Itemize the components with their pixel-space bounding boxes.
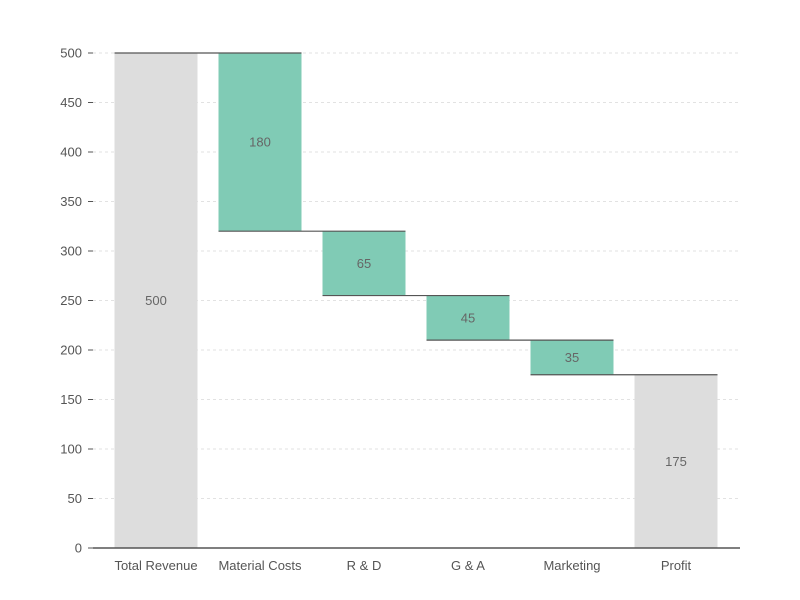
y-tick-label: 0 — [75, 541, 82, 556]
bar-g-a — [426, 295, 510, 341]
x-category-label: Material Costs — [218, 558, 302, 573]
y-tick-label: 350 — [60, 194, 82, 209]
bar-material-costs — [218, 53, 302, 232]
x-category-label: Marketing — [543, 558, 600, 573]
connectors — [114, 52, 718, 376]
bar-value-label: 500 — [145, 293, 167, 308]
labels: 0 50 100 150 200 250 300 350 400 450 500 500 Total R… — [60, 46, 691, 574]
y-tick-label: 100 — [60, 442, 82, 457]
y-tick-label: 400 — [60, 145, 82, 160]
y-tick-label: 50 — [68, 491, 82, 506]
axes — [88, 52, 740, 549]
y-tick-label: 150 — [60, 392, 82, 407]
bar-marketing — [530, 340, 614, 375]
bars — [114, 53, 718, 548]
bar-value-label: 35 — [565, 350, 579, 365]
bar-value-label: 175 — [665, 454, 687, 469]
bar-profit — [634, 374, 718, 548]
x-category-label: G & A — [451, 558, 485, 573]
y-tick-label: 300 — [60, 244, 82, 259]
x-category-label: Total Revenue — [114, 558, 197, 573]
bar-value-label: 65 — [357, 256, 371, 271]
bar-value-label: 180 — [249, 135, 271, 150]
bar-total-revenue — [114, 53, 198, 548]
bar-value-label: 45 — [461, 310, 475, 325]
y-tick-label: 500 — [60, 46, 82, 61]
y-tick-label: 450 — [60, 95, 82, 110]
x-category-label: Profit — [661, 558, 692, 573]
y-tick-label: 200 — [60, 343, 82, 358]
bar-r-d — [322, 231, 406, 296]
x-category-label: R & D — [347, 558, 382, 573]
y-tick-label: 250 — [60, 293, 82, 308]
